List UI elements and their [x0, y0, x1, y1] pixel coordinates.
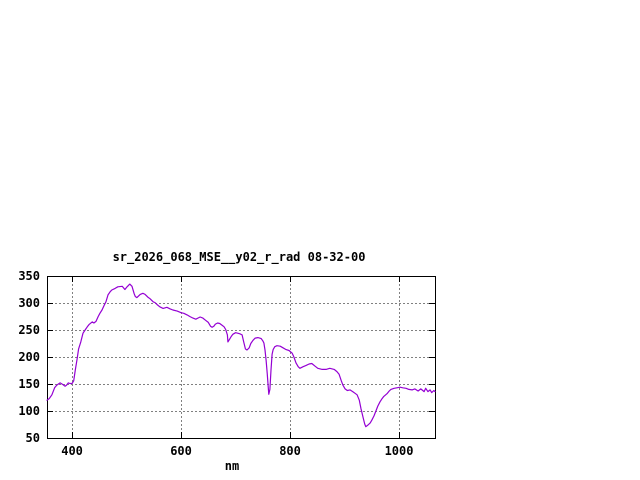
x-axis-label: nm [224, 459, 240, 473]
spectrum-line [46, 283, 436, 428]
x-tick-label: 800 [279, 444, 301, 458]
y-tick-label: 150 [18, 377, 40, 391]
y-tick-label: 100 [18, 404, 40, 418]
y-tick-label: 350 [18, 269, 40, 283]
y-tick-label: 300 [18, 296, 40, 310]
y-tick-label: 200 [18, 350, 40, 364]
x-tick-label: 1000 [385, 444, 414, 458]
y-tick-label: 250 [18, 323, 40, 337]
x-tick-label: 600 [170, 444, 192, 458]
chart-title: sr_2026_068_MSE__y02_r_rad 08-32-00 [112, 250, 366, 264]
x-tick-label: 400 [61, 444, 83, 458]
y-tick-label: 50 [26, 431, 40, 445]
